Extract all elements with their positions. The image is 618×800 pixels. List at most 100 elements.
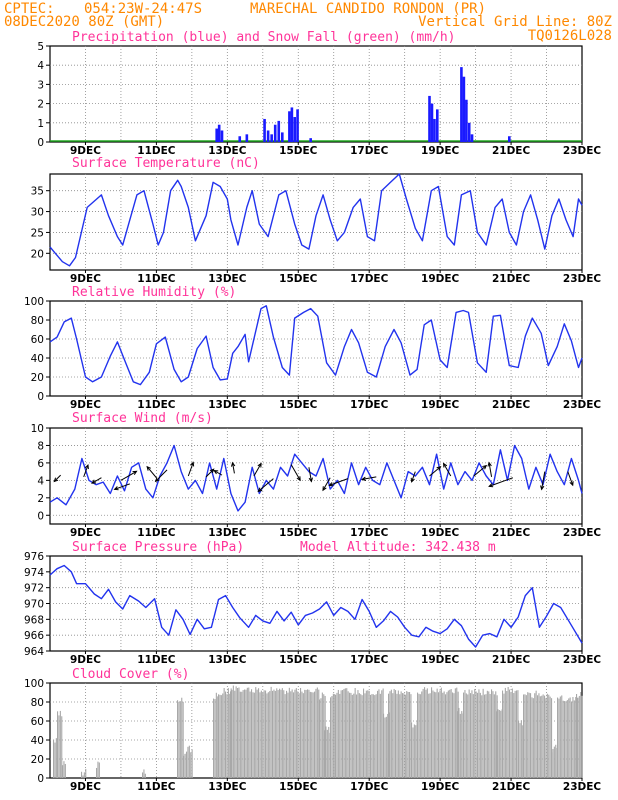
cloud-bar (281, 688, 283, 778)
cloud-bar (481, 695, 483, 778)
cloud-bar (576, 694, 578, 778)
cloud-bar (277, 690, 279, 778)
cloud-bar (270, 686, 272, 778)
wind-arrow-head (53, 477, 59, 483)
cloud-bar (367, 690, 369, 778)
cloud-xtick-label: 23DEC (563, 781, 602, 793)
cloud-bar (319, 699, 321, 778)
cloud-bar (314, 691, 316, 778)
cloud-bar (246, 687, 248, 778)
cloud-bar (520, 720, 522, 778)
cloud-bar (61, 716, 63, 778)
model-altitude-label: Model Altitude: 342.438 m (300, 540, 496, 555)
cloud-bar (312, 692, 314, 778)
cloud-bar (177, 700, 179, 778)
wind-xtick-label: 13DEC (208, 527, 247, 539)
wind-arrow-shaft (120, 470, 137, 481)
cloud-bar (179, 701, 181, 778)
cloud-bar (307, 689, 309, 778)
precip-bar (435, 109, 439, 142)
cloud-bar (544, 695, 546, 778)
cloud-bar (511, 688, 513, 778)
humidity-frame (49, 300, 583, 397)
cloud-bar (456, 687, 458, 778)
cloud-bar (371, 694, 373, 778)
cloud-xtick-label: 13DEC (208, 781, 247, 793)
cloud-bar (219, 694, 221, 778)
cloud-bar (218, 694, 220, 778)
cloud-bar (353, 693, 355, 778)
cloud-bar (502, 690, 504, 778)
cloud-bar (519, 723, 521, 778)
cloud-bar (85, 768, 87, 778)
pressure-ytick-label: 974 (24, 567, 44, 579)
cloud-bar (55, 738, 57, 778)
humidity-ytick-label: 100 (24, 296, 44, 308)
cloud-bar (573, 700, 575, 778)
cloud-bar (82, 775, 84, 778)
pressure-ytick-label: 966 (24, 630, 44, 642)
cloud-bar (222, 693, 224, 778)
cloud-bar (251, 689, 253, 778)
wind-xtick-label: 17DEC (350, 527, 389, 539)
cloud-bar (294, 689, 296, 778)
wind-arrow-shaft (213, 470, 223, 476)
cloud-bar (372, 694, 374, 778)
cloud-bar (339, 693, 341, 778)
wind-ytick-label: 6 (37, 458, 44, 470)
cloud-bar (260, 690, 262, 778)
cloud-bar (256, 689, 258, 778)
wind-xtick-label: 15DEC (279, 527, 318, 539)
cloud-bar (321, 692, 323, 778)
cloud-bar (555, 744, 557, 778)
cloud-bar (96, 767, 98, 778)
cloud-ytick-label: 100 (24, 678, 44, 690)
cloud-bar (287, 692, 289, 778)
cloud-bar (513, 693, 515, 778)
wind-ytick-label: 10 (31, 423, 44, 435)
cloud-bar (330, 697, 332, 778)
cloud-bar (249, 691, 251, 778)
cloud-bar (245, 689, 247, 778)
cloud-xtick-label: 17DEC (350, 781, 389, 793)
cloud-bar (446, 692, 448, 778)
cloud-bar (273, 689, 275, 778)
wind-arrow-shaft (114, 483, 130, 490)
precip-xtick-label: 19DEC (421, 145, 460, 157)
cloud-bar (396, 693, 398, 778)
cloud-bar (227, 688, 229, 778)
cloud-bar (402, 693, 404, 778)
precip-xtick-label: 21DEC (492, 145, 531, 157)
precip-bar (296, 109, 299, 142)
cloud-bar (486, 690, 488, 778)
cloud-bar (375, 694, 377, 778)
wind-frame (49, 427, 583, 525)
temperature-panel: Surface Temperature (nC) 20 25 30 35 9DEC 11D… (31, 156, 602, 285)
cloud-bar (503, 693, 505, 778)
cloud-bar (553, 746, 555, 778)
cloud-bar (388, 693, 390, 778)
precip-bar (470, 134, 474, 142)
precip-bar (290, 107, 294, 142)
cloud-bar (354, 688, 356, 778)
cloud-bar (390, 689, 392, 778)
cloud-bar (418, 693, 420, 778)
cloud-bar (436, 688, 438, 778)
cloud-bar (471, 690, 473, 778)
cloud-bar (542, 694, 544, 778)
cloud-bar (429, 693, 431, 778)
precip-xtick-label: 15DEC (279, 145, 318, 157)
cloud-bar (379, 693, 381, 778)
wind-arrow-head (209, 468, 215, 474)
cloud-bar (276, 688, 278, 778)
cloud-bar (331, 696, 333, 778)
cloud-bar (214, 699, 216, 778)
cloud-bar (244, 689, 246, 778)
cloud-bar (447, 690, 449, 778)
cloud-bar (356, 694, 358, 778)
cloud-bar (237, 689, 239, 778)
temp-ytick-label: 30 (31, 207, 44, 219)
cloud-bar (464, 690, 466, 778)
humidity-xtick-label: 21DEC (492, 399, 531, 411)
cloud-bar (188, 745, 190, 778)
